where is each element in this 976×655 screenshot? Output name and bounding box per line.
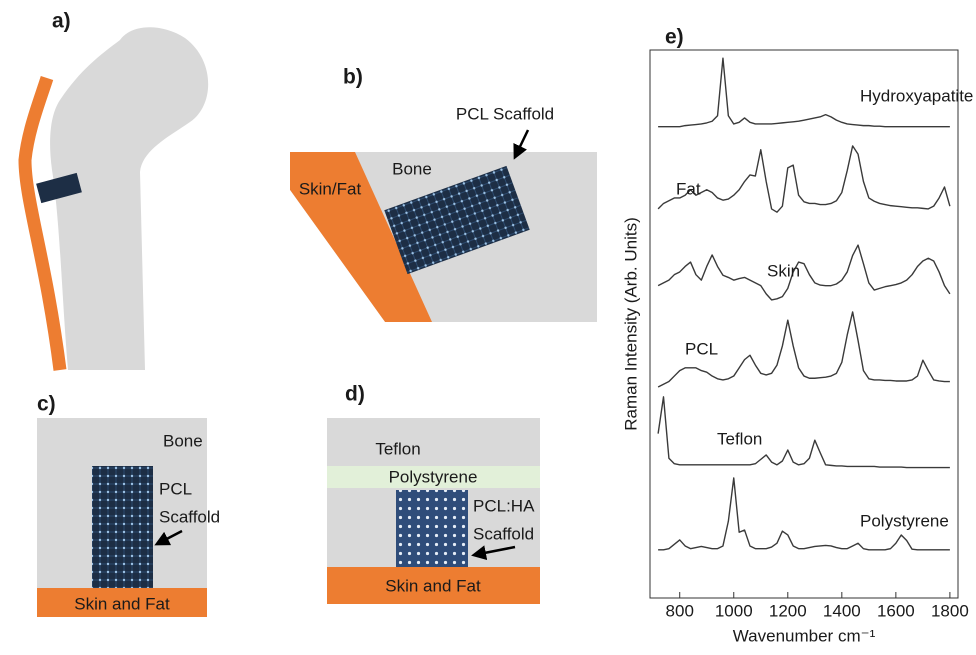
- spectrum-line: [658, 245, 950, 300]
- panel-label: b): [343, 66, 363, 89]
- annotation: Scaffold: [159, 507, 220, 526]
- figure: a) b) PCL Scaffold Bone Skin/Fat c) Bone…: [0, 0, 976, 650]
- scaffold: [92, 466, 153, 588]
- annotation: Bone: [392, 159, 432, 178]
- annotation: Skin and Fat: [74, 594, 170, 613]
- scaffold: [396, 490, 468, 567]
- series-label: Skin: [767, 261, 800, 280]
- series-label: Polystyrene: [860, 511, 949, 530]
- annotation: PCL: [159, 479, 192, 498]
- chart-title: e): [665, 26, 684, 49]
- annotation: Teflon: [375, 439, 420, 458]
- x-tick-label: 1800: [931, 601, 969, 620]
- plot: 800 1000 1200 1400 1600 1800 Hydroxyapatite Fat…: [658, 58, 973, 620]
- x-tick-label: 1000: [715, 601, 753, 620]
- series-label: PCL: [685, 339, 718, 358]
- spectrum-line: [658, 397, 950, 468]
- x-axis-label: Wavenumber cm⁻¹: [733, 626, 876, 645]
- page: a) b) PCL Scaffold Bone Skin/Fat c) Bone…: [0, 0, 976, 655]
- annotation: Skin and Fat: [385, 576, 481, 595]
- annotation: Skin/Fat: [299, 179, 362, 198]
- series-label: Teflon: [717, 429, 762, 448]
- annotation: PCL:HA: [473, 496, 535, 515]
- series-label: Fat: [676, 179, 701, 198]
- x-tick-label: 800: [666, 601, 694, 620]
- annotation: Polystyrene: [389, 467, 478, 486]
- panel-label: a): [52, 10, 71, 33]
- bone: [50, 27, 208, 370]
- annotation: Bone: [163, 431, 203, 450]
- panel-label: c): [37, 393, 56, 416]
- x-tick-label: 1400: [823, 601, 861, 620]
- y-axis-label: Raman Intensity (Arb. Units): [621, 217, 640, 431]
- panel-label: d): [345, 383, 365, 406]
- annotation: PCL Scaffold: [456, 104, 554, 123]
- spectrum-line: [658, 146, 950, 212]
- series-label: Hydroxyapatite: [860, 86, 973, 105]
- x-tick-label: 1600: [877, 601, 915, 620]
- annotation: Scaffold: [473, 524, 534, 543]
- x-tick-label: 1200: [769, 601, 807, 620]
